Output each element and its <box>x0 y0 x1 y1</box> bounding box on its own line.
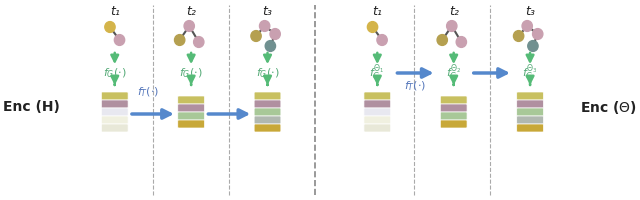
Circle shape <box>437 35 447 45</box>
Text: t₃: t₃ <box>525 5 535 18</box>
Text: $f_T(\cdot)$: $f_T(\cdot)$ <box>404 79 427 93</box>
Text: $f_G^{\Theta_2}$: $f_G^{\Theta_2}$ <box>446 63 461 83</box>
Circle shape <box>259 21 270 31</box>
FancyBboxPatch shape <box>101 100 128 108</box>
FancyBboxPatch shape <box>440 112 467 120</box>
Text: $f_T(\cdot)$: $f_T(\cdot)$ <box>137 85 159 99</box>
Circle shape <box>105 22 115 32</box>
Circle shape <box>115 35 125 45</box>
FancyBboxPatch shape <box>364 100 390 108</box>
FancyBboxPatch shape <box>101 92 128 100</box>
Circle shape <box>184 21 195 31</box>
Text: Enc ($\Theta$): Enc ($\Theta$) <box>580 98 637 116</box>
FancyBboxPatch shape <box>516 100 543 108</box>
Circle shape <box>367 22 378 32</box>
Circle shape <box>194 37 204 47</box>
FancyBboxPatch shape <box>440 96 467 104</box>
FancyBboxPatch shape <box>254 92 281 100</box>
FancyBboxPatch shape <box>364 108 390 116</box>
FancyBboxPatch shape <box>364 124 390 132</box>
Text: t₃: t₃ <box>262 5 273 18</box>
FancyBboxPatch shape <box>178 104 205 112</box>
FancyBboxPatch shape <box>178 112 205 120</box>
FancyBboxPatch shape <box>516 116 543 124</box>
Text: t₁: t₁ <box>110 5 120 18</box>
Circle shape <box>265 41 276 51</box>
Text: t₂: t₂ <box>449 5 459 18</box>
FancyBboxPatch shape <box>101 108 128 116</box>
Circle shape <box>377 35 387 45</box>
Text: t₁: t₁ <box>372 5 382 18</box>
FancyBboxPatch shape <box>254 100 281 108</box>
FancyBboxPatch shape <box>440 104 467 112</box>
Text: $f_G^{\Theta_1}$: $f_G^{\Theta_1}$ <box>369 63 385 83</box>
FancyBboxPatch shape <box>101 124 128 132</box>
Circle shape <box>447 21 457 31</box>
Circle shape <box>175 35 185 45</box>
FancyBboxPatch shape <box>254 116 281 124</box>
Circle shape <box>270 29 280 39</box>
FancyBboxPatch shape <box>440 120 467 128</box>
FancyBboxPatch shape <box>254 124 281 132</box>
Text: $f_G(\cdot)$: $f_G(\cdot)$ <box>103 66 127 80</box>
FancyBboxPatch shape <box>364 92 390 100</box>
Circle shape <box>522 21 532 31</box>
Circle shape <box>528 41 538 51</box>
FancyBboxPatch shape <box>254 108 281 116</box>
Text: t₂: t₂ <box>186 5 196 18</box>
FancyBboxPatch shape <box>516 92 543 100</box>
Text: $f_G(\cdot)$: $f_G(\cdot)$ <box>256 66 279 80</box>
FancyBboxPatch shape <box>516 108 543 116</box>
FancyBboxPatch shape <box>178 96 205 104</box>
Circle shape <box>251 31 261 41</box>
Text: $f_G(\cdot)$: $f_G(\cdot)$ <box>179 66 203 80</box>
Text: Enc (H): Enc (H) <box>3 100 60 114</box>
FancyBboxPatch shape <box>178 120 205 128</box>
Circle shape <box>456 37 467 47</box>
Circle shape <box>513 31 524 41</box>
FancyBboxPatch shape <box>364 116 390 124</box>
Text: $f_G^{\Theta_3}$: $f_G^{\Theta_3}$ <box>522 63 538 83</box>
FancyBboxPatch shape <box>101 116 128 124</box>
Circle shape <box>532 29 543 39</box>
FancyBboxPatch shape <box>516 124 543 132</box>
